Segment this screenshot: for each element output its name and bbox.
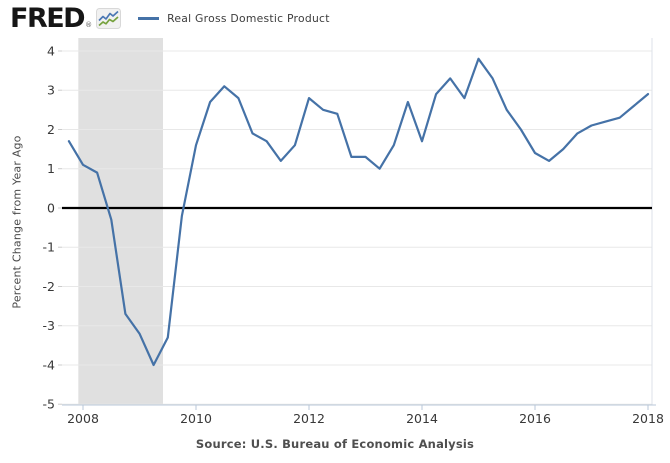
legend-item-real-gdp[interactable]: Real Gross Domestic Product xyxy=(138,12,330,25)
x-tick-label-2012: 2012 xyxy=(293,411,325,426)
fred-sparkline-icon xyxy=(96,8,122,29)
legend-label: Real Gross Domestic Product xyxy=(167,12,330,25)
y-tick-label-0: 0 xyxy=(47,200,55,215)
y-axis-title: Percent Change from Year Ago xyxy=(10,135,24,309)
y-tick-label--5: -5 xyxy=(43,397,55,412)
x-tick-label-2014: 2014 xyxy=(406,411,438,426)
legend-line-swatch xyxy=(138,17,160,20)
x-tick-label-2010: 2010 xyxy=(180,411,212,426)
x-tick-label-2008: 2008 xyxy=(67,411,99,426)
x-tick-label-2018: 2018 xyxy=(632,411,664,426)
y-tick-label--3: -3 xyxy=(43,318,55,333)
registered-trademark-symbol: ® xyxy=(85,21,93,29)
y-tick-label-2: 2 xyxy=(47,122,55,137)
y-tick-label--1: -1 xyxy=(43,240,55,255)
y-tick-label-3: 3 xyxy=(47,83,55,98)
recession-band xyxy=(78,38,163,405)
y-tick-label-4: 4 xyxy=(47,43,55,58)
gdp-line-chart: 4 3 2 1 0 -1 -2 -3 -4 -5 2008 2010 2012 2014 2016 2018 xyxy=(43,38,664,426)
y-tick-label--2: -2 xyxy=(43,279,55,294)
y-tick-label--4: -4 xyxy=(43,357,56,372)
gdp-line xyxy=(67,57,650,367)
chart-header: FRED ® Real Gross Domestic Product xyxy=(10,5,330,32)
source-citation: Source: U.S. Bureau of Economic Analysis xyxy=(195,437,475,451)
x-tick-label-2016: 2016 xyxy=(519,411,551,426)
y-tick-label-1: 1 xyxy=(47,161,55,176)
fred-logo[interactable]: FRED xyxy=(10,3,86,34)
